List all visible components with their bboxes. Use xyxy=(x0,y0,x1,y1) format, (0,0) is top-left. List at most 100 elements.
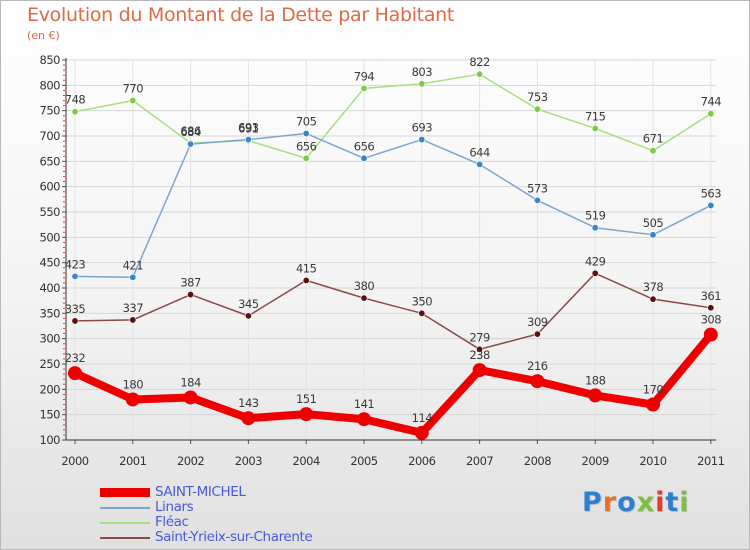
minor-tick xyxy=(63,272,65,274)
y-tick-label: 200 xyxy=(40,382,61,396)
minor-tick xyxy=(63,282,65,284)
minor-tick xyxy=(63,69,65,71)
minor-tick xyxy=(63,145,65,147)
minor-tick xyxy=(63,404,65,406)
data-label: 715 xyxy=(585,109,606,123)
y-tick-label: 450 xyxy=(40,256,61,270)
series-line xyxy=(74,272,712,351)
y-tick-label: 250 xyxy=(40,357,61,371)
data-point xyxy=(302,276,310,284)
minor-tick xyxy=(63,130,65,132)
data-point xyxy=(360,154,368,162)
data-label: 308 xyxy=(701,313,722,327)
data-label: 505 xyxy=(643,216,664,230)
legend-label: Saint-Yrieix-sur-Charente xyxy=(155,529,313,545)
data-point xyxy=(707,201,715,209)
minor-tick xyxy=(63,322,65,324)
data-label: 421 xyxy=(123,258,144,272)
chart-subtitle: (en €) xyxy=(27,29,60,42)
data-point xyxy=(71,272,79,280)
y-tick-label: 150 xyxy=(40,408,61,422)
data-label: 693 xyxy=(412,121,433,135)
data-point xyxy=(476,160,484,168)
minor-tick xyxy=(63,100,65,102)
data-point xyxy=(649,295,657,303)
minor-tick xyxy=(63,429,65,431)
minor-tick xyxy=(63,206,65,208)
data-point xyxy=(302,154,310,162)
data-labels: 232 180 184 143 151 141 114 238 216 188 170 308 423 4… xyxy=(65,55,722,425)
data-label: 753 xyxy=(527,90,548,104)
minor-tick xyxy=(63,378,65,380)
minor-tick xyxy=(63,307,65,309)
logo-letter: o xyxy=(617,487,637,518)
data-point xyxy=(472,363,487,378)
minor-tick xyxy=(63,105,65,107)
minor-tick xyxy=(63,181,65,183)
data-point xyxy=(360,84,368,92)
data-label: 671 xyxy=(643,132,664,146)
minor-tick xyxy=(63,176,65,178)
data-label: 686 xyxy=(180,124,201,138)
minor-tick xyxy=(63,317,65,319)
minor-tick xyxy=(63,277,65,279)
y-tick-label: 350 xyxy=(40,306,61,320)
data-point xyxy=(129,97,137,105)
x-tick-label: 2011 xyxy=(697,454,724,468)
data-label: 151 xyxy=(296,392,317,406)
minor-tick xyxy=(63,419,65,421)
minor-tick xyxy=(63,115,65,117)
x-tick-label: 2000 xyxy=(61,454,88,468)
data-label: 684 xyxy=(180,125,201,139)
data-point xyxy=(476,345,484,353)
data-point xyxy=(533,196,541,204)
minor-tick xyxy=(63,94,65,96)
proxiti-logo: Proxiti xyxy=(582,487,690,518)
minor-tick xyxy=(63,333,65,335)
minor-tick xyxy=(63,191,65,193)
data-point xyxy=(533,105,541,113)
minor-tick xyxy=(63,89,65,91)
legend-swatch xyxy=(100,488,150,497)
data-label: 794 xyxy=(354,69,375,83)
data-point xyxy=(649,231,657,239)
logo-letter: P xyxy=(582,487,603,518)
data-point xyxy=(299,407,314,422)
data-label: 573 xyxy=(527,181,548,195)
data-point xyxy=(129,273,137,281)
y-tick-label: 550 xyxy=(40,205,61,219)
series-fl-ac xyxy=(71,70,715,162)
data-point xyxy=(707,110,715,118)
data-point xyxy=(244,136,252,144)
x-tick-label: 2009 xyxy=(582,454,609,468)
minor-tick xyxy=(63,231,65,233)
series-lines xyxy=(68,70,718,440)
minor-tick xyxy=(63,216,65,218)
series-line xyxy=(74,73,712,160)
x-tick-label: 2005 xyxy=(350,454,377,468)
data-label: 822 xyxy=(469,55,490,69)
data-label: 337 xyxy=(123,301,144,315)
data-point xyxy=(125,392,140,407)
legend-swatch xyxy=(100,522,150,524)
series-saint-yrieix-sur-charente xyxy=(71,269,715,353)
minor-tick xyxy=(63,74,65,76)
x-tick-label: 2007 xyxy=(466,454,493,468)
y-tick-label: 500 xyxy=(40,230,61,244)
data-label: 309 xyxy=(527,315,548,329)
minor-tick xyxy=(63,373,65,375)
y-tick-label: 750 xyxy=(40,104,61,118)
x-tick-label: 2001 xyxy=(119,454,146,468)
data-label: 345 xyxy=(238,297,259,311)
y-tick-label: 400 xyxy=(40,281,61,295)
data-point xyxy=(530,374,545,389)
minor-tick xyxy=(63,368,65,370)
y-tick-label: 850 xyxy=(40,53,61,67)
minor-tick xyxy=(63,297,65,299)
data-point xyxy=(187,291,195,299)
data-point xyxy=(533,330,541,338)
data-label: 429 xyxy=(585,254,606,268)
data-label: 184 xyxy=(180,375,201,389)
data-label: 361 xyxy=(701,289,722,303)
